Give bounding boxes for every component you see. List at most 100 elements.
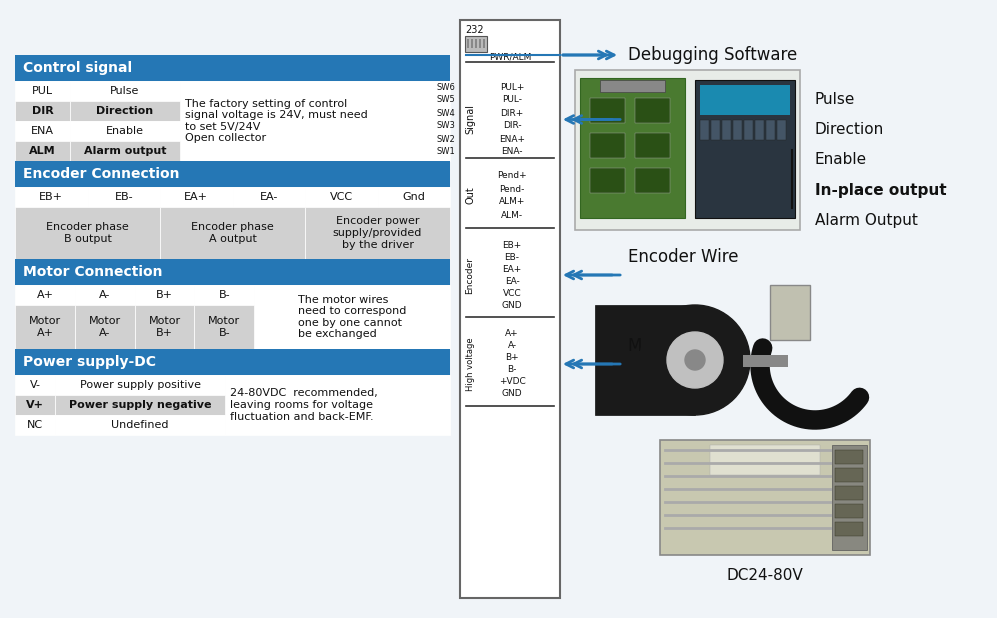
Text: SW2: SW2 <box>437 135 455 143</box>
Text: Gnd: Gnd <box>403 192 425 202</box>
Text: Enable: Enable <box>815 153 867 167</box>
Bar <box>733 120 742 140</box>
Bar <box>15 187 88 207</box>
Bar <box>254 285 450 349</box>
Bar <box>160 187 232 207</box>
Text: SW6: SW6 <box>436 82 455 91</box>
Text: EA-: EA- <box>259 192 278 202</box>
Text: Encoder phase
B output: Encoder phase B output <box>46 222 129 243</box>
Text: Out: Out <box>465 187 475 205</box>
Text: EA+: EA+ <box>184 192 208 202</box>
Bar <box>700 120 709 140</box>
Bar <box>755 120 764 140</box>
Text: Encoder: Encoder <box>466 256 475 294</box>
Bar <box>135 305 194 349</box>
Bar <box>835 504 863 518</box>
Bar <box>70 81 180 101</box>
Bar <box>75 305 135 349</box>
Bar <box>55 415 225 435</box>
Bar <box>635 168 670 193</box>
Bar <box>710 445 820 475</box>
Text: EA+: EA+ <box>502 265 521 274</box>
Bar <box>15 101 70 121</box>
Text: Pulse: Pulse <box>111 86 140 96</box>
Text: Pulse: Pulse <box>815 93 855 108</box>
Bar <box>777 120 786 140</box>
Bar <box>160 207 305 259</box>
Bar <box>55 395 225 415</box>
Bar <box>135 285 194 305</box>
Text: DIR+: DIR+ <box>500 109 523 117</box>
Bar <box>835 486 863 500</box>
Text: Motor Connection: Motor Connection <box>23 265 163 279</box>
Text: 24-80VDC  recommended,
leaving rooms for voltage
fluctuation and back-EMF.: 24-80VDC recommended, leaving rooms for … <box>230 388 378 421</box>
Bar <box>55 375 225 395</box>
Bar <box>378 187 450 207</box>
Text: Pend+: Pend+ <box>498 172 526 180</box>
Text: Debugging Software: Debugging Software <box>628 46 798 64</box>
Text: A-: A- <box>99 290 111 300</box>
Text: The factory setting of control
signal voltage is 24V, must need
to set 5V/24V
Op: The factory setting of control signal vo… <box>185 99 368 143</box>
Bar <box>15 285 75 305</box>
Bar <box>744 120 753 140</box>
Bar <box>770 285 810 340</box>
Text: +VDC: +VDC <box>498 378 525 386</box>
Text: Power supply positive: Power supply positive <box>80 380 200 390</box>
Text: Encoder Wire: Encoder Wire <box>628 248 739 266</box>
Text: Motor
B-: Motor B- <box>208 316 240 338</box>
Text: Pend-: Pend- <box>499 185 524 193</box>
Text: GND: GND <box>501 300 522 310</box>
Bar <box>15 305 75 349</box>
Bar <box>70 101 180 121</box>
Text: SW3: SW3 <box>436 122 455 130</box>
Text: B+: B+ <box>157 290 173 300</box>
Text: 232: 232 <box>465 25 484 35</box>
Bar <box>465 36 487 52</box>
Text: EA-: EA- <box>504 276 519 286</box>
Text: VCC: VCC <box>502 289 521 297</box>
Bar <box>590 133 625 158</box>
Text: NC: NC <box>27 420 43 430</box>
Bar <box>471 39 473 48</box>
Bar <box>305 187 378 207</box>
Bar <box>70 121 180 141</box>
Bar <box>475 39 477 48</box>
Text: ALM-: ALM- <box>500 211 523 219</box>
Bar <box>835 450 863 464</box>
Text: SW5: SW5 <box>437 96 455 104</box>
Bar <box>194 285 254 305</box>
Text: Encoder phase
A output: Encoder phase A output <box>191 222 274 243</box>
Text: PUL: PUL <box>32 86 53 96</box>
Text: B-: B- <box>218 290 230 300</box>
Text: B+: B+ <box>505 353 518 363</box>
Bar <box>595 305 695 415</box>
Text: A+: A+ <box>37 290 54 300</box>
Bar <box>15 121 70 141</box>
Text: EB-: EB- <box>504 253 519 261</box>
Bar <box>15 259 450 285</box>
Text: Undefined: Undefined <box>112 420 168 430</box>
Text: DC24-80V: DC24-80V <box>727 567 804 583</box>
Text: Direction: Direction <box>97 106 154 116</box>
Text: ALM: ALM <box>29 146 56 156</box>
Bar <box>460 20 560 598</box>
Text: Alarm Output: Alarm Output <box>815 213 918 227</box>
Text: Power supply negative: Power supply negative <box>69 400 211 410</box>
Text: Motor Wire: Motor Wire <box>628 337 719 355</box>
Text: PWR/ALM: PWR/ALM <box>489 53 531 62</box>
Text: PUL+: PUL+ <box>499 82 524 91</box>
Text: A+: A+ <box>505 329 518 339</box>
Text: PUL-: PUL- <box>502 96 522 104</box>
Circle shape <box>640 305 750 415</box>
Text: ENA: ENA <box>31 126 54 136</box>
Text: EB-: EB- <box>115 192 133 202</box>
Bar <box>15 161 450 187</box>
Bar <box>225 375 450 435</box>
Text: DIR-: DIR- <box>502 122 521 130</box>
Bar <box>580 78 685 218</box>
Bar <box>194 305 254 349</box>
Text: SW1: SW1 <box>437 148 455 156</box>
Text: Enable: Enable <box>106 126 144 136</box>
Bar <box>832 445 867 550</box>
Text: ALM+: ALM+ <box>498 198 525 206</box>
